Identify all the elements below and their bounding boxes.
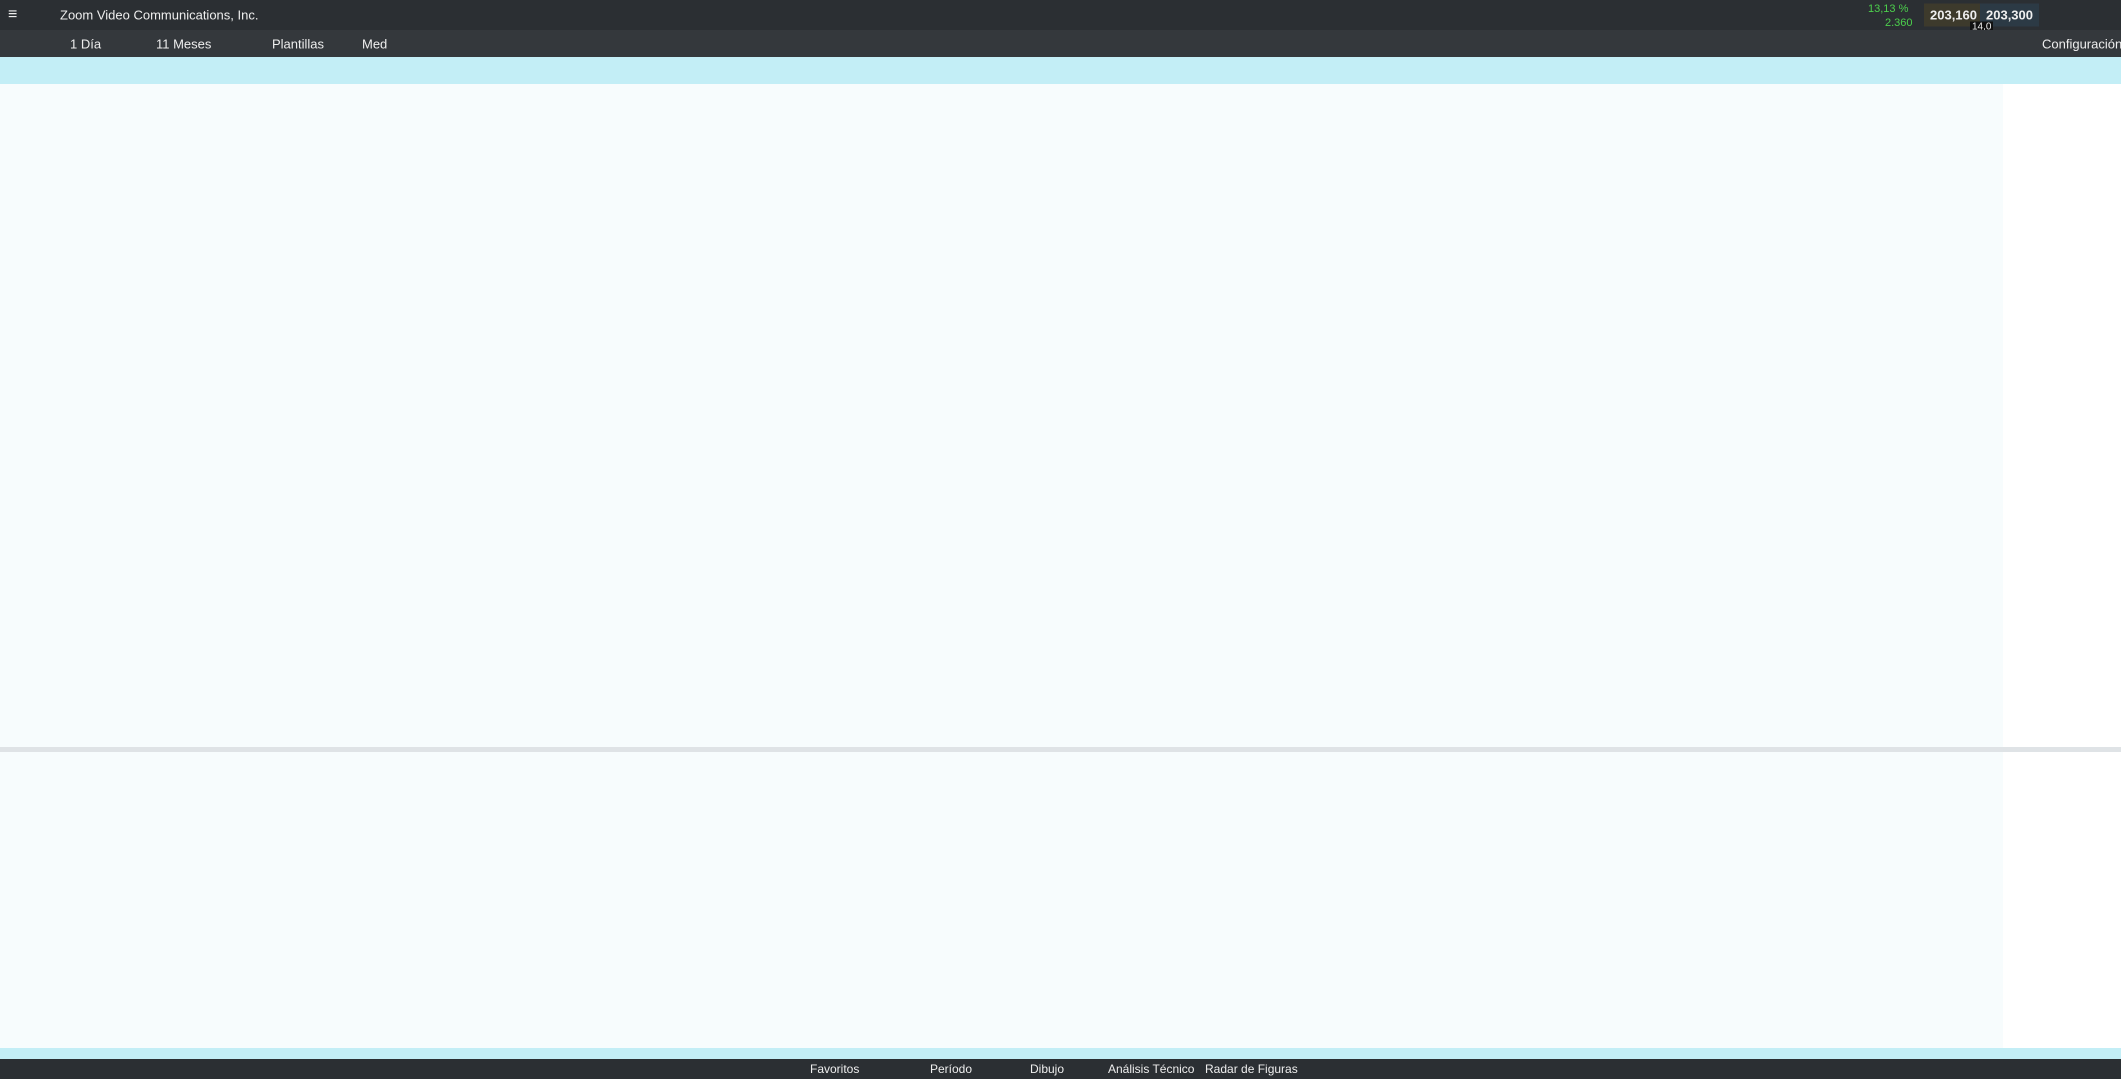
interval[interactable]: 1 Día bbox=[70, 36, 102, 51]
change-pct: 13,13 % bbox=[1868, 3, 1909, 15]
range[interactable]: 11 Meses bbox=[156, 36, 212, 51]
templates[interactable]: Plantillas bbox=[272, 36, 325, 51]
macd-axis bbox=[2003, 752, 2121, 1048]
mode[interactable]: Med bbox=[362, 36, 388, 51]
bottom-bar: Favoritos Período Dibujo Análisis Técnico Ra… bbox=[0, 1059, 2121, 1079]
bottom-tab[interactable]: Radar de Figuras bbox=[1205, 1062, 1298, 1076]
instrument-name[interactable]: Zoom Video Communications, Inc. bbox=[60, 7, 259, 23]
menu-icon[interactable]: ≡ bbox=[8, 6, 18, 23]
top-bar: ≡ Zoom Video Communications, Inc. 13,13 … bbox=[0, 0, 2121, 33]
settings[interactable]: Configuración bbox=[2042, 36, 2121, 51]
tool-bar: 1 Día 11 Meses Plantillas Med Configurac… bbox=[0, 30, 2121, 57]
spread: 14,0 bbox=[1970, 21, 1994, 33]
price-axis bbox=[2003, 84, 2121, 747]
month-header bbox=[0, 57, 2121, 84]
bottom-tab[interactable]: Favoritos bbox=[810, 1062, 860, 1076]
change: 2.360 bbox=[1885, 17, 1913, 29]
bottom-tab[interactable]: Análisis Técnico bbox=[1108, 1062, 1195, 1076]
price-panel bbox=[0, 84, 2003, 747]
bid[interactable]: 203,160 bbox=[1924, 3, 1983, 27]
bottom-tab[interactable]: Dibujo bbox=[1030, 1062, 1065, 1076]
bottom-tab[interactable]: Período bbox=[930, 1062, 973, 1076]
macd-panel bbox=[0, 752, 2003, 1048]
ask[interactable]: 203,300 bbox=[1980, 3, 2039, 27]
panel-separator bbox=[0, 747, 2121, 752]
